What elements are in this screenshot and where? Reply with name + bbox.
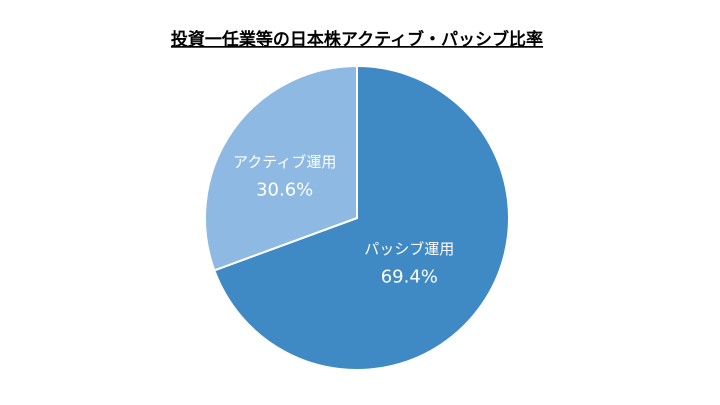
chart-title: 投資一任業等の日本株アクティブ・パッシブ比率 <box>171 29 543 50</box>
value-label: 30.6% <box>256 179 313 200</box>
pie-slice <box>213 64 510 371</box>
slice-label: アクティブ運用 <box>233 153 336 171</box>
pie-slice <box>204 64 358 272</box>
value-label: 69.4% <box>381 267 438 288</box>
slice-label: パッシブ運用 <box>364 240 454 258</box>
